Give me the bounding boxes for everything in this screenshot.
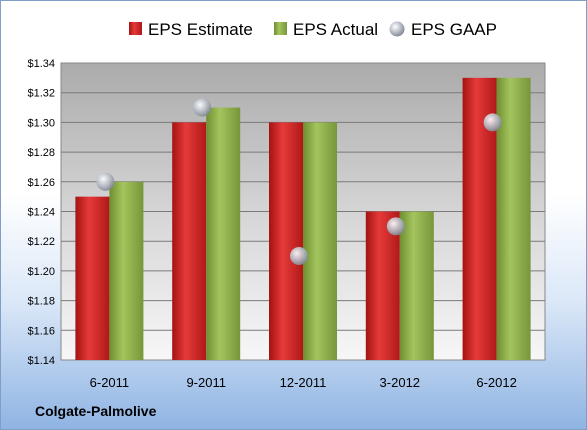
y-tick-label: $1.22 xyxy=(27,236,55,248)
y-tick-label: $1.26 xyxy=(27,177,55,189)
x-tick-label: 9-2011 xyxy=(186,375,226,390)
y-tick-label: $1.34 xyxy=(27,58,55,70)
gaap-point[interactable] xyxy=(386,217,405,236)
gaap-points xyxy=(96,98,502,266)
y-tick-label: $1.14 xyxy=(27,355,55,367)
gaap-point[interactable] xyxy=(193,98,212,117)
bar-actual[interactable] xyxy=(399,211,434,361)
legend-swatch-actual xyxy=(274,22,287,35)
x-tick-label: 6-2012 xyxy=(476,375,516,390)
bar-estimate[interactable] xyxy=(75,196,110,360)
y-tick-label: $1.32 xyxy=(27,88,55,100)
y-tick-label: $1.28 xyxy=(27,147,55,159)
x-axis-labels: 6-2011 9-2011 12-2011 3-2012 6-2012 xyxy=(90,375,517,390)
bar-actual[interactable] xyxy=(109,181,144,360)
legend-label-gaap: EPS GAAP xyxy=(411,20,497,39)
y-tick-label: $1.18 xyxy=(27,296,55,308)
gaap-point[interactable] xyxy=(290,247,308,266)
bars xyxy=(75,77,531,361)
legend-label-estimate: EPS Estimate xyxy=(148,20,253,39)
bar-estimate[interactable] xyxy=(269,122,303,361)
x-tick-label: 12-2011 xyxy=(280,375,327,390)
y-tick-label: $1.30 xyxy=(27,117,55,129)
y-axis-ticks: $1.14 $1.16 $1.18 $1.20 $1.22 $1.24 $1.26 $1.28… xyxy=(27,58,55,367)
y-tick-label: $1.20 xyxy=(27,266,55,278)
y-tick-label: $1.16 xyxy=(27,325,55,337)
bar-actual[interactable] xyxy=(496,77,531,360)
legend-swatch-estimate xyxy=(129,22,142,35)
legend-swatch-gaap xyxy=(389,21,405,37)
legend-item-estimate[interactable]: EPS Estimate xyxy=(129,20,253,39)
gaap-point[interactable] xyxy=(483,113,502,132)
legend: EPS Estimate EPS Actual EPS GAAP xyxy=(129,20,497,39)
bar-actual[interactable] xyxy=(206,107,241,360)
company-name: Colgate-Palmolive xyxy=(35,403,157,419)
bar-actual[interactable] xyxy=(303,122,337,361)
legend-item-actual[interactable]: EPS Actual xyxy=(274,20,378,39)
gaap-point[interactable] xyxy=(96,172,115,191)
bar-estimate[interactable] xyxy=(172,122,207,361)
bar-estimate[interactable] xyxy=(365,211,400,361)
legend-label-actual: EPS Actual xyxy=(293,20,378,39)
legend-item-gaap[interactable]: EPS GAAP xyxy=(389,20,497,39)
y-tick-label: $1.24 xyxy=(27,207,55,219)
x-tick-label: 3-2012 xyxy=(380,375,420,390)
x-tick-label: 6-2011 xyxy=(90,375,130,390)
